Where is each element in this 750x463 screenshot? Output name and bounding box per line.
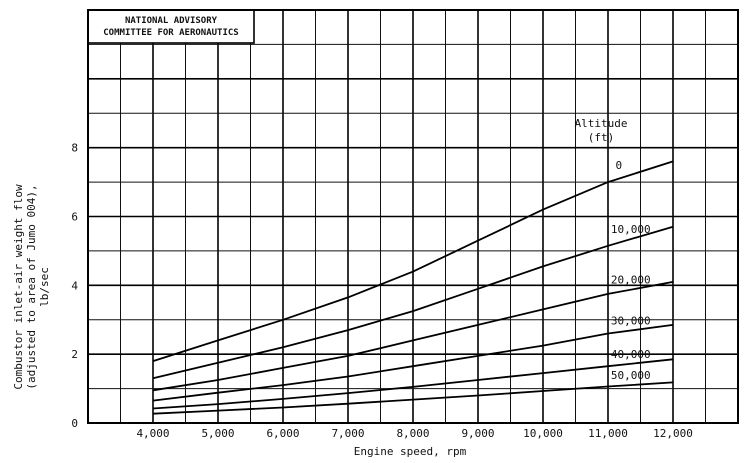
y-tick-label: 4	[71, 279, 78, 292]
x-tick-label: 11,000	[588, 427, 628, 440]
legend-title-line2: (ft)	[588, 131, 615, 144]
naca-stamp-box	[87, 9, 255, 44]
x-axis-label: Engine speed, rpm	[354, 445, 467, 458]
x-tick-label: 4,000	[136, 427, 169, 440]
series-line-4	[152, 324, 674, 402]
series-labels: 0 10,000 20,000 30,000 40,000 50,000	[611, 159, 651, 382]
x-tick-label: 12,000	[653, 427, 693, 440]
series-line-3	[152, 281, 674, 392]
x-tick-label: 8,000	[396, 427, 429, 440]
series-label-2: 10,000	[611, 223, 651, 236]
y-tick-label: 0	[71, 417, 78, 430]
x-tick-label: 10,000	[523, 427, 563, 440]
y-axis-label-line1: Combustor inlet-air weight flow	[12, 184, 25, 390]
y-tick-labels: 0 2 4 6 8	[71, 142, 78, 430]
y-axis-label: Combustor inlet-air weight flow (adjuste…	[12, 184, 51, 390]
series-line-1	[152, 160, 674, 362]
y-axis-label-line2: (adjusted to area of Jumo 004),	[25, 184, 38, 389]
plot-frame	[87, 9, 739, 424]
series-line-5	[152, 358, 674, 410]
y-axis-label-line3: lb/sec	[38, 267, 51, 307]
series-label-1: 0	[615, 159, 622, 172]
x-tick-label: 5,000	[201, 427, 234, 440]
y-tick-label: 2	[71, 348, 78, 361]
y-tick-label: 8	[71, 142, 78, 155]
x-tick-label: 7,000	[331, 427, 364, 440]
naca-stamp-line1: NATIONAL ADVISORY	[125, 16, 218, 26]
series-label-6: 50,000	[611, 369, 651, 382]
legend-title: Altitude (ft)	[575, 117, 628, 144]
y-tick-label: 6	[71, 211, 78, 224]
series-label-5: 40,000	[611, 348, 651, 361]
x-tick-label: 9,000	[461, 427, 494, 440]
curves	[152, 160, 674, 415]
x-tick-labels: 4,000 5,000 6,000 7,000 8,000 9,000 10,000 11,0…	[136, 427, 692, 440]
series-label-4: 30,000	[611, 315, 651, 328]
series-label-3: 20,000	[611, 274, 651, 287]
series-line-6	[152, 381, 674, 415]
x-tick-label: 6,000	[266, 427, 299, 440]
grid	[88, 10, 738, 423]
series-line-2	[152, 225, 674, 380]
naca-stamp-line2: COMMITTEE FOR AERONAUTICS	[103, 28, 238, 38]
naca-stamp: NATIONAL ADVISORY COMMITTEE FOR AERONAUT…	[87, 9, 255, 44]
legend-title-line1: Altitude	[575, 117, 628, 130]
